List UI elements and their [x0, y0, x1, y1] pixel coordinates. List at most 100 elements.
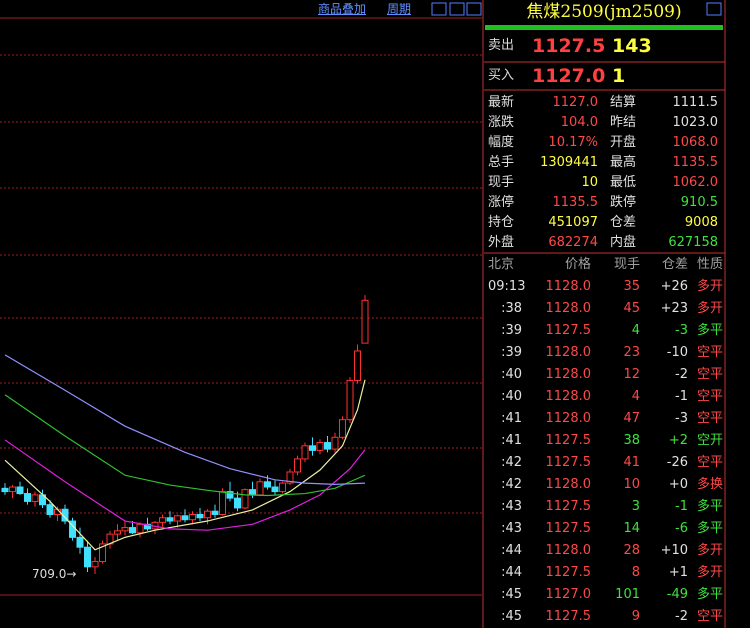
- candle-body: [354, 350, 361, 381]
- trade-price: 1128.0: [545, 411, 592, 426]
- stat-label: 持仓: [488, 215, 515, 230]
- trade-qty: 41: [623, 455, 640, 470]
- trade-qty: 45: [623, 301, 640, 316]
- candle-body: [346, 379, 354, 421]
- trade-price: 1128.0: [545, 543, 592, 558]
- trade-nature: 多平: [696, 499, 723, 514]
- sell-price: 1127.5: [532, 35, 606, 57]
- trade-price: 1127.0: [545, 587, 592, 602]
- trade-time: :42: [501, 455, 522, 470]
- stat-value: 1111.5: [672, 95, 719, 110]
- overlay-link[interactable]: 商品叠加: [318, 2, 367, 16]
- moving-average: [4, 379, 366, 551]
- stat-value: 627158: [668, 235, 718, 250]
- candle-body: [361, 299, 369, 344]
- trade-nature: 多开: [696, 279, 723, 294]
- candle-body: [159, 517, 166, 523]
- trade-time: :43: [501, 521, 522, 536]
- trade-diff: +26: [660, 279, 688, 294]
- candle-body: [99, 543, 106, 563]
- candle-body: [166, 517, 174, 522]
- quote-title: 焦煤2509(jm2509): [526, 2, 682, 22]
- candle-body: [324, 442, 331, 450]
- trade-diff: -10: [666, 345, 688, 360]
- stat-value: 1068.0: [672, 135, 719, 150]
- stat-label: 最新: [488, 95, 515, 110]
- candle-body: [196, 513, 204, 519]
- trade-time: 09:13: [488, 279, 526, 294]
- trade-qty: 8: [631, 565, 640, 580]
- stat-value: 9008: [684, 215, 718, 230]
- trade-qty: 10: [623, 477, 640, 492]
- candle-body: [271, 486, 279, 493]
- candle-body: [279, 482, 286, 493]
- trade-time: :40: [501, 367, 522, 382]
- candle-body: [331, 436, 339, 450]
- nav-icons[interactable]: [431, 2, 722, 16]
- trade-qty: 38: [623, 433, 640, 448]
- trade-price: 1128.0: [545, 477, 592, 492]
- stat-value: 10.17%: [548, 135, 598, 150]
- candle-body: [294, 458, 301, 473]
- trade-time: :39: [501, 323, 522, 338]
- candle-body: [219, 491, 226, 515]
- candle-body: [316, 442, 324, 451]
- trade-time: :41: [501, 411, 522, 426]
- stat-label: 跌停: [610, 195, 637, 210]
- stat-value: 1135.5: [672, 155, 719, 170]
- stat-label: 仓差: [610, 215, 637, 230]
- trade-time: :45: [501, 587, 522, 602]
- candle-body: [76, 536, 84, 548]
- stat-value: 1127.0: [552, 95, 599, 110]
- trade-nature: 空平: [696, 389, 723, 404]
- trade-qty: 101: [615, 587, 640, 602]
- trade-header: 价格: [564, 257, 591, 272]
- trade-diff: +0: [668, 477, 688, 492]
- candle-body: [204, 510, 211, 519]
- candle-body: [129, 527, 136, 534]
- trade-nature: 多开: [696, 543, 723, 558]
- stat-label: 结算: [610, 95, 637, 110]
- stat-label: 最高: [610, 155, 637, 170]
- trade-header: 性质: [696, 257, 723, 272]
- moving-average: [4, 354, 366, 486]
- candle-body: [211, 510, 219, 515]
- trade-qty: 3: [631, 499, 640, 514]
- trade-price: 1127.5: [545, 565, 592, 580]
- candle-body: [16, 486, 24, 495]
- candle-body: [9, 486, 16, 493]
- trade-price: 1127.5: [545, 433, 592, 448]
- candle-body: [339, 419, 346, 438]
- sell-qty: 143: [612, 35, 652, 57]
- period-link[interactable]: 周期: [387, 2, 412, 16]
- moving-average: [4, 394, 366, 497]
- trade-price: 1127.5: [545, 521, 592, 536]
- candle-body: [91, 561, 99, 568]
- trade-price: 1127.5: [545, 609, 592, 624]
- candle-body: [46, 504, 54, 515]
- moving-average: [4, 439, 366, 531]
- trade-price: 1128.0: [545, 345, 592, 360]
- trade-diff: -49: [666, 587, 688, 602]
- candle-body: [264, 481, 271, 488]
- trade-price: 1128.0: [545, 367, 592, 382]
- trade-nature: 空平: [696, 345, 723, 360]
- stat-value: 10: [581, 175, 598, 190]
- candle-body: [309, 445, 316, 451]
- buy-price: 1127.0: [532, 65, 606, 87]
- candle-body: [31, 494, 39, 502]
- stat-label: 最低: [610, 175, 637, 190]
- stat-value: 1062.0: [672, 175, 719, 190]
- trade-diff: -26: [666, 455, 688, 470]
- trade-nature: 多平: [696, 521, 723, 536]
- trade-nature: 空开: [696, 433, 723, 448]
- candle-body: [24, 493, 31, 502]
- candle-body: [256, 481, 264, 496]
- trade-qty: 47: [623, 411, 640, 426]
- trade-qty: 14: [623, 521, 640, 536]
- stat-value: 104.0: [560, 115, 598, 130]
- trade-price: 1128.0: [545, 279, 592, 294]
- low-label: 709.0→: [32, 567, 77, 581]
- trade-diff: -1: [675, 499, 688, 514]
- trade-nature: 空平: [696, 367, 723, 382]
